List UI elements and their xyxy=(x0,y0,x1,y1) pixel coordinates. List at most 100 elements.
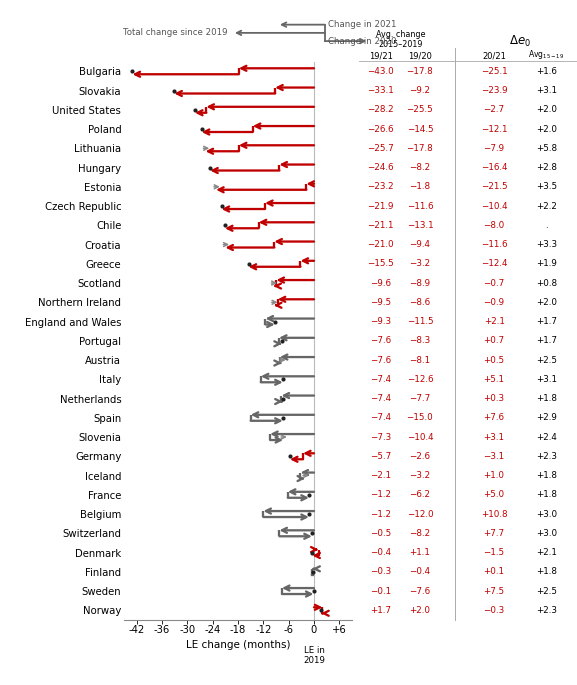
Text: −12.4: −12.4 xyxy=(481,260,507,269)
Text: −15.5: −15.5 xyxy=(368,260,394,269)
Text: −2.1: −2.1 xyxy=(370,471,391,480)
Text: −7.6: −7.6 xyxy=(370,336,391,345)
Text: +1.8: +1.8 xyxy=(536,471,557,480)
Text: −2.6: −2.6 xyxy=(410,452,430,461)
Text: +2.9: +2.9 xyxy=(536,413,557,422)
Text: −8.2: −8.2 xyxy=(410,529,430,538)
Text: −8.9: −8.9 xyxy=(410,279,430,288)
Text: −25.5: −25.5 xyxy=(407,105,433,114)
Text: −12.0: −12.0 xyxy=(407,510,433,519)
Text: −9.2: −9.2 xyxy=(410,86,430,95)
Text: +2.0: +2.0 xyxy=(536,298,557,307)
Text: +2.2: +2.2 xyxy=(536,201,557,210)
Text: +7.6: +7.6 xyxy=(484,413,505,422)
Text: $\Delta e_0$: $\Delta e_0$ xyxy=(509,34,531,49)
Text: +7.7: +7.7 xyxy=(484,529,505,538)
Text: +2.1: +2.1 xyxy=(536,548,557,557)
Text: +0.7: +0.7 xyxy=(484,336,505,345)
Text: −8.1: −8.1 xyxy=(410,356,430,364)
Text: .: . xyxy=(545,221,548,229)
Text: −7.4: −7.4 xyxy=(370,394,391,403)
Text: +0.8: +0.8 xyxy=(536,279,557,288)
Text: 20/21: 20/21 xyxy=(482,51,506,61)
Text: −9.6: −9.6 xyxy=(370,279,391,288)
Text: +2.3: +2.3 xyxy=(536,606,557,615)
Text: −17.8: −17.8 xyxy=(407,144,433,153)
Text: −7.3: −7.3 xyxy=(370,432,391,442)
Text: +0.3: +0.3 xyxy=(484,394,505,403)
Text: 19/21: 19/21 xyxy=(369,51,392,61)
Text: +1.8: +1.8 xyxy=(536,394,557,403)
Text: +3.0: +3.0 xyxy=(536,510,557,519)
Text: +1.8: +1.8 xyxy=(536,490,557,499)
Text: −10.4: −10.4 xyxy=(481,201,507,210)
Text: −6.2: −6.2 xyxy=(410,490,430,499)
Text: −13.1: −13.1 xyxy=(407,221,433,229)
Text: −24.6: −24.6 xyxy=(368,163,394,172)
Text: −14.5: −14.5 xyxy=(407,125,433,134)
Text: +1.7: +1.7 xyxy=(536,317,557,326)
Text: −0.3: −0.3 xyxy=(370,567,391,576)
Text: −9.3: −9.3 xyxy=(370,317,391,326)
Text: −26.6: −26.6 xyxy=(368,125,394,134)
Text: −0.4: −0.4 xyxy=(370,548,391,557)
Text: −8.3: −8.3 xyxy=(409,336,430,345)
Text: +3.3: +3.3 xyxy=(536,240,557,249)
Text: −0.1: −0.1 xyxy=(370,586,391,595)
Text: −10.4: −10.4 xyxy=(407,432,433,442)
Text: Change in 2021: Change in 2021 xyxy=(328,20,397,29)
Text: +0.5: +0.5 xyxy=(484,356,505,364)
Text: −21.0: −21.0 xyxy=(368,240,394,249)
Text: +2.4: +2.4 xyxy=(536,432,557,442)
Text: −12.6: −12.6 xyxy=(407,375,433,384)
Text: −2.7: −2.7 xyxy=(484,105,505,114)
Text: −12.1: −12.1 xyxy=(481,125,507,134)
X-axis label: LE change (months): LE change (months) xyxy=(186,640,290,649)
Text: −8.0: −8.0 xyxy=(484,221,505,229)
Text: −16.4: −16.4 xyxy=(481,163,507,172)
Text: −25.1: −25.1 xyxy=(481,66,507,76)
Text: Avg. change
2015–2019: Avg. change 2015–2019 xyxy=(376,30,425,49)
Text: −3.2: −3.2 xyxy=(410,260,430,269)
Text: −1.2: −1.2 xyxy=(370,490,391,499)
Text: −11.6: −11.6 xyxy=(481,240,507,249)
Text: +5.8: +5.8 xyxy=(536,144,557,153)
Text: −9.5: −9.5 xyxy=(370,298,391,307)
Text: −0.9: −0.9 xyxy=(484,298,505,307)
Text: −23.2: −23.2 xyxy=(368,182,394,191)
Text: +3.1: +3.1 xyxy=(536,86,557,95)
Text: +1.9: +1.9 xyxy=(536,260,557,269)
Text: +1.7: +1.7 xyxy=(370,606,391,615)
Text: −23.9: −23.9 xyxy=(481,86,507,95)
Text: −7.7: −7.7 xyxy=(409,394,430,403)
Text: +2.0: +2.0 xyxy=(410,606,430,615)
Text: −3.2: −3.2 xyxy=(410,471,430,480)
Text: −9.4: −9.4 xyxy=(410,240,430,249)
Text: −8.6: −8.6 xyxy=(410,298,430,307)
Text: −28.2: −28.2 xyxy=(368,105,394,114)
Text: +1.1: +1.1 xyxy=(410,548,430,557)
Text: +3.1: +3.1 xyxy=(536,375,557,384)
Text: +3.1: +3.1 xyxy=(484,432,505,442)
Text: −21.5: −21.5 xyxy=(481,182,507,191)
Text: +2.5: +2.5 xyxy=(536,356,557,364)
Text: −11.5: −11.5 xyxy=(407,317,433,326)
Text: −0.4: −0.4 xyxy=(410,567,430,576)
Text: −43.0: −43.0 xyxy=(368,66,394,76)
Text: +3.0: +3.0 xyxy=(536,529,557,538)
Text: −7.9: −7.9 xyxy=(484,144,505,153)
Text: +2.5: +2.5 xyxy=(536,586,557,595)
Text: 19/20: 19/20 xyxy=(408,51,432,61)
Text: −0.5: −0.5 xyxy=(370,529,391,538)
Text: +5.1: +5.1 xyxy=(484,375,505,384)
Text: −11.6: −11.6 xyxy=(407,201,433,210)
Text: +10.8: +10.8 xyxy=(481,510,507,519)
Text: −21.1: −21.1 xyxy=(368,221,394,229)
Text: −7.4: −7.4 xyxy=(370,375,391,384)
Text: −25.7: −25.7 xyxy=(368,144,394,153)
Text: −7.4: −7.4 xyxy=(370,413,391,422)
Text: +1.7: +1.7 xyxy=(536,336,557,345)
Text: −33.1: −33.1 xyxy=(368,86,394,95)
Text: −5.7: −5.7 xyxy=(370,452,391,461)
Text: +1.8: +1.8 xyxy=(536,567,557,576)
